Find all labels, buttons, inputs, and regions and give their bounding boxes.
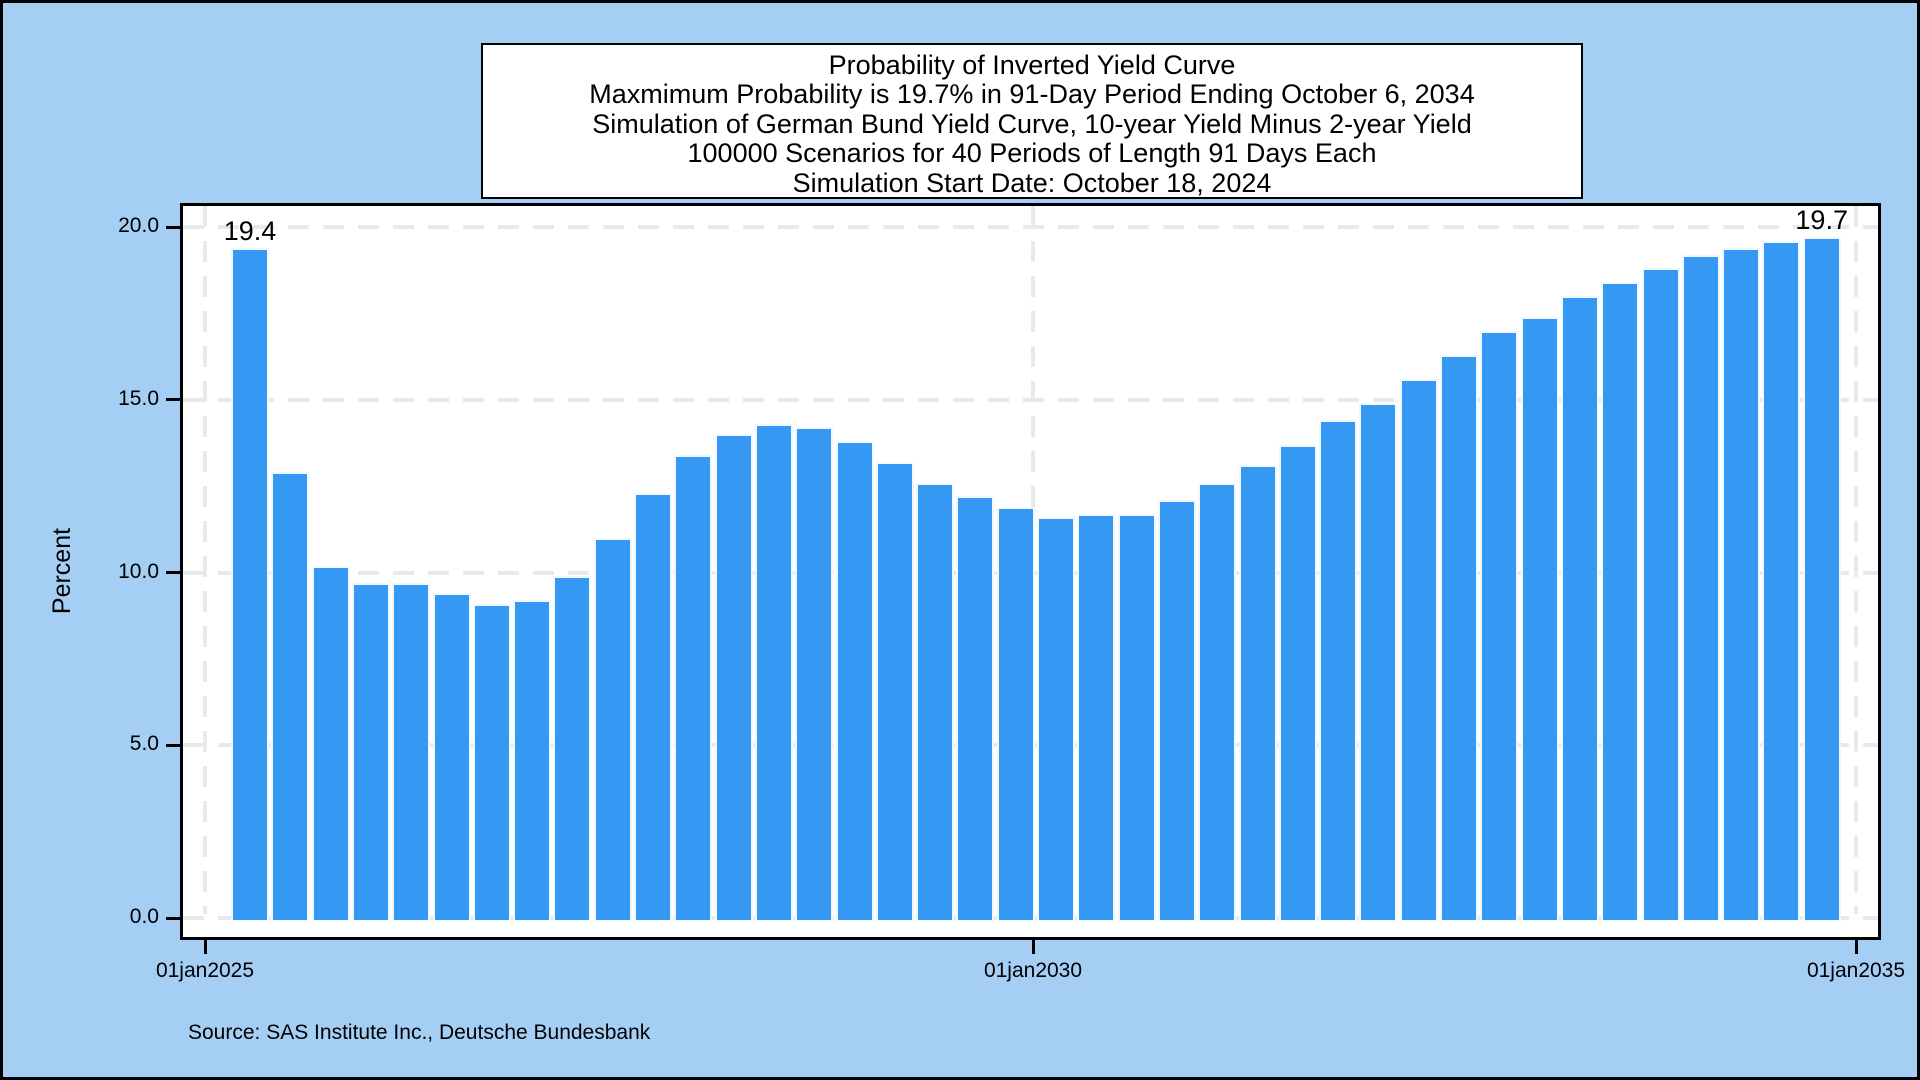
bar [1722,248,1761,922]
bar [1681,255,1720,922]
bar [1601,282,1640,922]
bar [472,604,511,922]
y-tick-mark [166,916,180,920]
title-line-5: Simulation Start Date: October 18, 2024 [792,167,1272,198]
bar [754,424,793,922]
bar [1802,237,1841,922]
y-gridline [183,225,1878,229]
bar [835,441,874,922]
bar [231,248,269,922]
bar [714,434,753,922]
bar [1762,241,1801,922]
bar [1238,465,1277,922]
x-tick-label: 01jan2035 [1806,959,1906,982]
x-tick-mark [1854,940,1858,954]
x-gridline [1854,206,1858,914]
y-tick-mark [166,225,180,229]
bar [634,493,672,922]
x-tick-mark [1031,940,1035,954]
x-tick-mark [203,940,207,954]
bar [1198,483,1237,922]
bar [1440,355,1478,922]
bar [392,583,431,922]
bar [432,593,471,922]
bar [674,455,713,922]
bar [996,507,1035,922]
bar [351,583,390,922]
bar [553,576,592,922]
bar [1480,331,1519,922]
bar [875,462,914,922]
y-tick-mark [166,743,180,747]
x-gridline [203,206,207,914]
bar [1077,514,1116,922]
bar [513,600,552,922]
bar [1641,268,1680,922]
bar [956,496,995,922]
plot-area: 19.4 19.7 [180,203,1881,940]
x-tick-label: 01jan2030 [983,959,1083,982]
y-tick-label: 20.0 [118,214,159,237]
bar [311,566,350,922]
bar [1520,317,1559,922]
source-note: Source: SAS Institute Inc., Deutsche Bun… [188,1021,651,1044]
bar [1359,403,1398,922]
x-tick-label: 01jan2025 [155,959,255,982]
title-line-2: Maxmimum Probability is 19.7% in 91-Day … [589,79,1475,110]
bar [916,483,955,922]
bar-value-label: 19.7 [1795,205,1848,235]
bar-value-label: 19.4 [223,216,277,246]
bar [795,427,834,922]
y-tick-label: 0.0 [129,905,159,928]
bar [1399,379,1438,922]
chart-title-box: Probability of Inverted Yield Curve Maxm… [481,43,1583,199]
y-gridline [183,397,1878,402]
bar [1037,517,1075,922]
title-line-3: Simulation of German Bund Yield Curve, 1… [592,108,1472,139]
bar [1157,500,1196,922]
y-tick-mark [166,398,180,402]
y-tick-label: 10.0 [118,559,159,583]
y-tick-label: 5.0 [129,732,159,756]
bar [1319,420,1358,922]
y-tick-mark [166,571,180,574]
y-tick-label: 15.0 [118,386,159,410]
bar [271,472,310,922]
title-line-4: 100000 Scenarios for 40 Periods of Lengt… [687,138,1377,169]
bar [593,538,632,922]
bar [1117,514,1156,922]
bar [1278,445,1317,922]
title-line-1: Probability of Inverted Yield Curve [828,50,1236,80]
bar [1560,296,1599,922]
